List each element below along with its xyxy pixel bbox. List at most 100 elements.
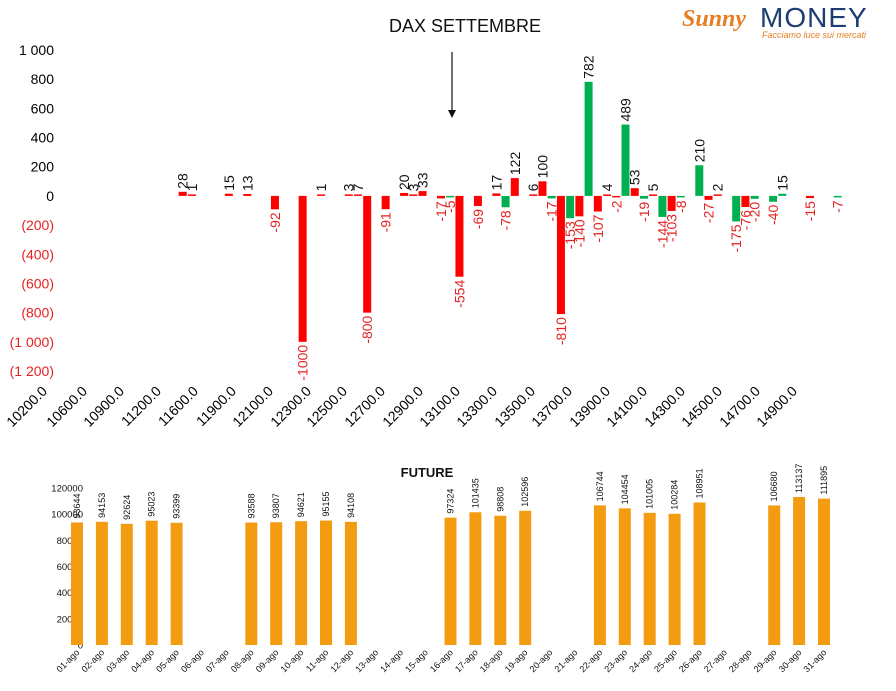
dax-x-tick-label: 10200.0 [3, 383, 50, 430]
dax-bar [575, 195, 584, 217]
dax-data-label: -15 [802, 201, 818, 221]
dax-data-label: -554 [451, 280, 467, 308]
future-bar [643, 512, 656, 645]
future-bar [444, 517, 457, 645]
dax-bar [695, 165, 704, 196]
dax-data-label: 33 [415, 172, 431, 188]
dax-y-tick-label: (600) [21, 275, 54, 291]
future-data-label: 106680 [769, 471, 779, 501]
future-bar [793, 496, 806, 645]
future-bar [320, 520, 332, 645]
future-y-tick-label: 0 [78, 641, 83, 652]
dax-data-label: 17 [488, 175, 504, 191]
dax-bar [418, 191, 427, 196]
dax-bar [778, 193, 787, 196]
future-x-tick-label: 25-ago [652, 647, 679, 674]
logo-tagline: Facciamo luce sui mercati [762, 30, 867, 40]
future-x-tick-label: 07-ago [204, 647, 231, 674]
future-x-tick-label: 27-ago [702, 647, 729, 674]
future-data-label: 94621 [296, 492, 306, 517]
dax-data-label: 28 [175, 173, 191, 189]
future-y-tick-label: 60000 [57, 562, 83, 573]
future-bar [295, 521, 308, 645]
dax-bar [501, 195, 510, 208]
dax-data-label: 5 [645, 183, 661, 191]
dax-x-tick-label: 14900.0 [753, 383, 800, 430]
dax-data-label: -153 [562, 221, 578, 249]
future-x-tick-label: 20-ago [528, 647, 555, 674]
dax-bar [667, 195, 676, 211]
future-bar [494, 515, 507, 645]
dax-data-label: -92 [267, 212, 283, 232]
future-data-label: 93399 [172, 494, 182, 519]
future-data-label: 93807 [271, 493, 281, 518]
future-x-tick-label: 31-ago [802, 647, 829, 674]
dax-bar [741, 195, 750, 207]
dax-data-label: 489 [618, 98, 634, 122]
dax-data-label: -27 [701, 203, 717, 223]
future-bar [71, 522, 83, 645]
future-x-tick-label: 11-ago [304, 647, 330, 673]
future-x-tick-label: 04-ago [129, 647, 156, 674]
future-x-tick-label: 02-ago [79, 647, 106, 674]
dax-bar [510, 178, 519, 196]
dax-bar [806, 195, 814, 199]
future-bar [818, 498, 830, 645]
future-bar [245, 522, 258, 645]
dax-data-label: 53 [627, 169, 643, 185]
dax-data-label: -40 [765, 205, 781, 225]
dax-data-label: -91 [378, 212, 394, 232]
future-bar [344, 521, 357, 645]
dax-bar [658, 195, 667, 217]
dax-data-label: -103 [664, 214, 680, 242]
future-data-label: 113137 [794, 464, 804, 493]
future-data-label: 101435 [470, 478, 480, 508]
dax-y-tick-label: 0 [46, 188, 54, 204]
future-x-tick-label: 16-ago [428, 647, 455, 674]
future-x-tick-label: 08-ago [229, 647, 256, 674]
future-data-label: 93644 [72, 493, 82, 518]
future-chart-title: FUTURE [401, 465, 454, 480]
dax-bar [639, 195, 648, 199]
future-x-tick-label: 17-ago [453, 647, 480, 674]
dax-data-label: 3 [405, 183, 421, 191]
future-x-tick-label: 26-ago [677, 647, 704, 674]
dax-data-label: -1000 [295, 345, 311, 381]
logo-money-text: MONEY [760, 2, 868, 33]
dax-data-label: -144 [654, 220, 670, 248]
dax-bar [187, 194, 196, 196]
future-bar [469, 512, 482, 645]
dax-bar [750, 195, 759, 199]
future-x-tick-label: 12-ago [328, 647, 355, 674]
dax-bar [270, 195, 279, 210]
future-data-label: 95155 [321, 491, 331, 516]
dax-bar [547, 195, 556, 199]
future-bar [120, 523, 133, 645]
dax-bar [353, 194, 362, 196]
future-x-tick-label: 10-ago [279, 647, 306, 674]
dax-bar [566, 195, 575, 219]
future-x-tick-label: 28-ago [727, 647, 754, 674]
dax-data-label: 210 [691, 139, 707, 163]
dax-y-tick-label: (200) [21, 217, 54, 233]
dax-chart-title: DAX SETTEMBRE [389, 16, 541, 36]
dax-bar [317, 194, 326, 196]
future-x-tick-label: 05-ago [154, 647, 181, 674]
dax-data-label: -800 [359, 315, 375, 343]
dax-bar [556, 195, 565, 315]
dax-x-tick-label: 11600.0 [155, 383, 202, 430]
future-bar [270, 522, 283, 645]
future-data-label: 102596 [520, 477, 530, 507]
dax-data-label: 13 [239, 175, 255, 191]
dax-x-tick-label: 12500.0 [303, 383, 350, 430]
dax-data-label: 2 [710, 183, 726, 191]
dax-bar [243, 194, 252, 196]
future-x-tick-label: 09-ago [254, 647, 281, 674]
dax-data-label: 4 [599, 183, 615, 191]
future-data-label: 95023 [147, 492, 157, 517]
dax-bar [492, 193, 501, 196]
dax-data-label: -17 [544, 201, 560, 221]
future-y-tick-label: 80000 [57, 536, 83, 547]
dax-data-label: -140 [571, 219, 587, 247]
